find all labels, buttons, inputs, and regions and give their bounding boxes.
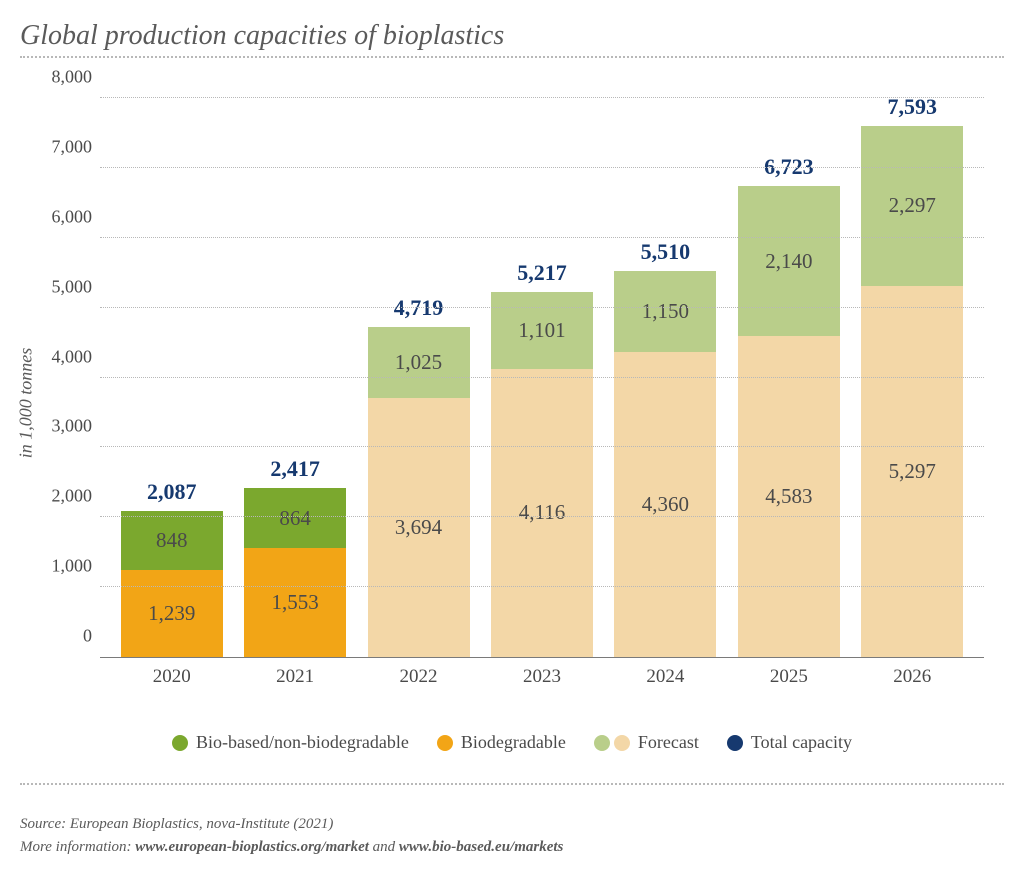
grid-line <box>100 586 984 587</box>
legend-label: Biodegradable <box>461 732 566 753</box>
legend-item: Biodegradable <box>437 732 566 753</box>
xtick-label: 2021 <box>244 666 346 688</box>
xtick-label: 2024 <box>614 666 716 688</box>
bar-2020: 1,2398482,087 <box>121 511 223 657</box>
ytick-label: 1,000 <box>42 556 92 577</box>
bar-2024: 4,3601,1505,510 <box>614 271 716 657</box>
grid-line <box>100 446 984 447</box>
bar-segment: 4,116 <box>491 369 593 657</box>
x-axis: 2020 2021 2022 2023 2024 2025 2026 <box>100 658 984 688</box>
legend-label: Forecast <box>638 732 699 753</box>
xtick-label: 2025 <box>738 666 840 688</box>
legend-swatch <box>437 735 453 751</box>
footer-link-1: www.european-bioplastics.org/market <box>135 839 369 855</box>
bars-container: 1,2398482,0871,5538642,4173,6941,0254,71… <box>100 98 984 657</box>
legend-label: Total capacity <box>751 732 852 753</box>
grid-line <box>100 377 984 378</box>
footer-and: and <box>369 839 399 855</box>
legend-swatch <box>727 735 743 751</box>
rule-top <box>20 56 1004 58</box>
bar-segment: 4,360 <box>614 352 716 657</box>
xtick-label: 2023 <box>491 666 593 688</box>
bar-segment: 2,140 <box>738 186 840 336</box>
bar-segment: 864 <box>244 488 346 548</box>
ytick-label: 6,000 <box>42 206 92 227</box>
ytick-label: 7,000 <box>42 136 92 157</box>
legend-swatch <box>172 735 188 751</box>
plot: 1,2398482,0871,5538642,4173,6941,0254,71… <box>100 98 984 658</box>
bar-segment: 1,101 <box>491 292 593 369</box>
grid-line <box>100 237 984 238</box>
total-label: 2,417 <box>244 456 346 482</box>
grid-line <box>100 167 984 168</box>
ytick-label: 5,000 <box>42 276 92 297</box>
legend-item: Forecast <box>594 732 699 753</box>
xtick-label: 2020 <box>121 666 223 688</box>
bar-segment: 3,694 <box>368 398 470 657</box>
chart-title: Global production capacities of bioplast… <box>20 20 1004 52</box>
legend-label: Bio-based/non-biodegradable <box>196 732 409 753</box>
ytick-label: 4,000 <box>42 346 92 367</box>
bar-segment: 848 <box>121 511 223 570</box>
y-axis-label: in 1,000 tonnes <box>16 348 37 459</box>
legend-swatch <box>594 735 610 751</box>
total-label: 4,719 <box>368 295 470 321</box>
legend: Bio-based/non-biodegradable Biodegradable… <box>20 732 1004 753</box>
bar-segment: 5,297 <box>861 286 963 657</box>
rule-bottom <box>20 783 1004 785</box>
ytick-label: 2,000 <box>42 486 92 507</box>
source-line: Source: European Bioplastics, nova-Insti… <box>20 813 1004 836</box>
xtick-label: 2026 <box>861 666 963 688</box>
bar-segment: 1,025 <box>368 327 470 399</box>
bar-segment: 2,297 <box>861 126 963 287</box>
bar-segment: 4,583 <box>738 336 840 657</box>
legend-swatch <box>614 735 630 751</box>
total-label: 5,510 <box>614 239 716 265</box>
xtick-label: 2022 <box>368 666 470 688</box>
more-prefix: More information: <box>20 839 135 855</box>
ytick-label: 8,000 <box>42 67 92 88</box>
ytick-label: 3,000 <box>42 416 92 437</box>
bar-segment: 1,150 <box>614 271 716 352</box>
footer-link-2: www.bio-based.eu/markets <box>399 839 563 855</box>
more-info-line: More information: www.european-bioplasti… <box>20 836 1004 859</box>
legend-item: Total capacity <box>727 732 852 753</box>
chart-area: in 1,000 tonnes 1,2398482,0871,5538642,4… <box>20 98 1004 708</box>
ytick-label: 0 <box>42 626 92 647</box>
grid-line <box>100 97 984 98</box>
footer: Source: European Bioplastics, nova-Insti… <box>20 813 1004 858</box>
total-label: 5,217 <box>491 260 593 286</box>
bar-segment: 1,553 <box>244 548 346 657</box>
legend-item: Bio-based/non-biodegradable <box>172 732 409 753</box>
grid-line <box>100 516 984 517</box>
bar-segment: 1,239 <box>121 570 223 657</box>
total-label: 2,087 <box>121 479 223 505</box>
grid-line <box>100 307 984 308</box>
bar-2021: 1,5538642,417 <box>244 488 346 657</box>
bar-2026: 5,2972,2977,593 <box>861 126 963 658</box>
bar-2023: 4,1161,1015,217 <box>491 292 593 657</box>
